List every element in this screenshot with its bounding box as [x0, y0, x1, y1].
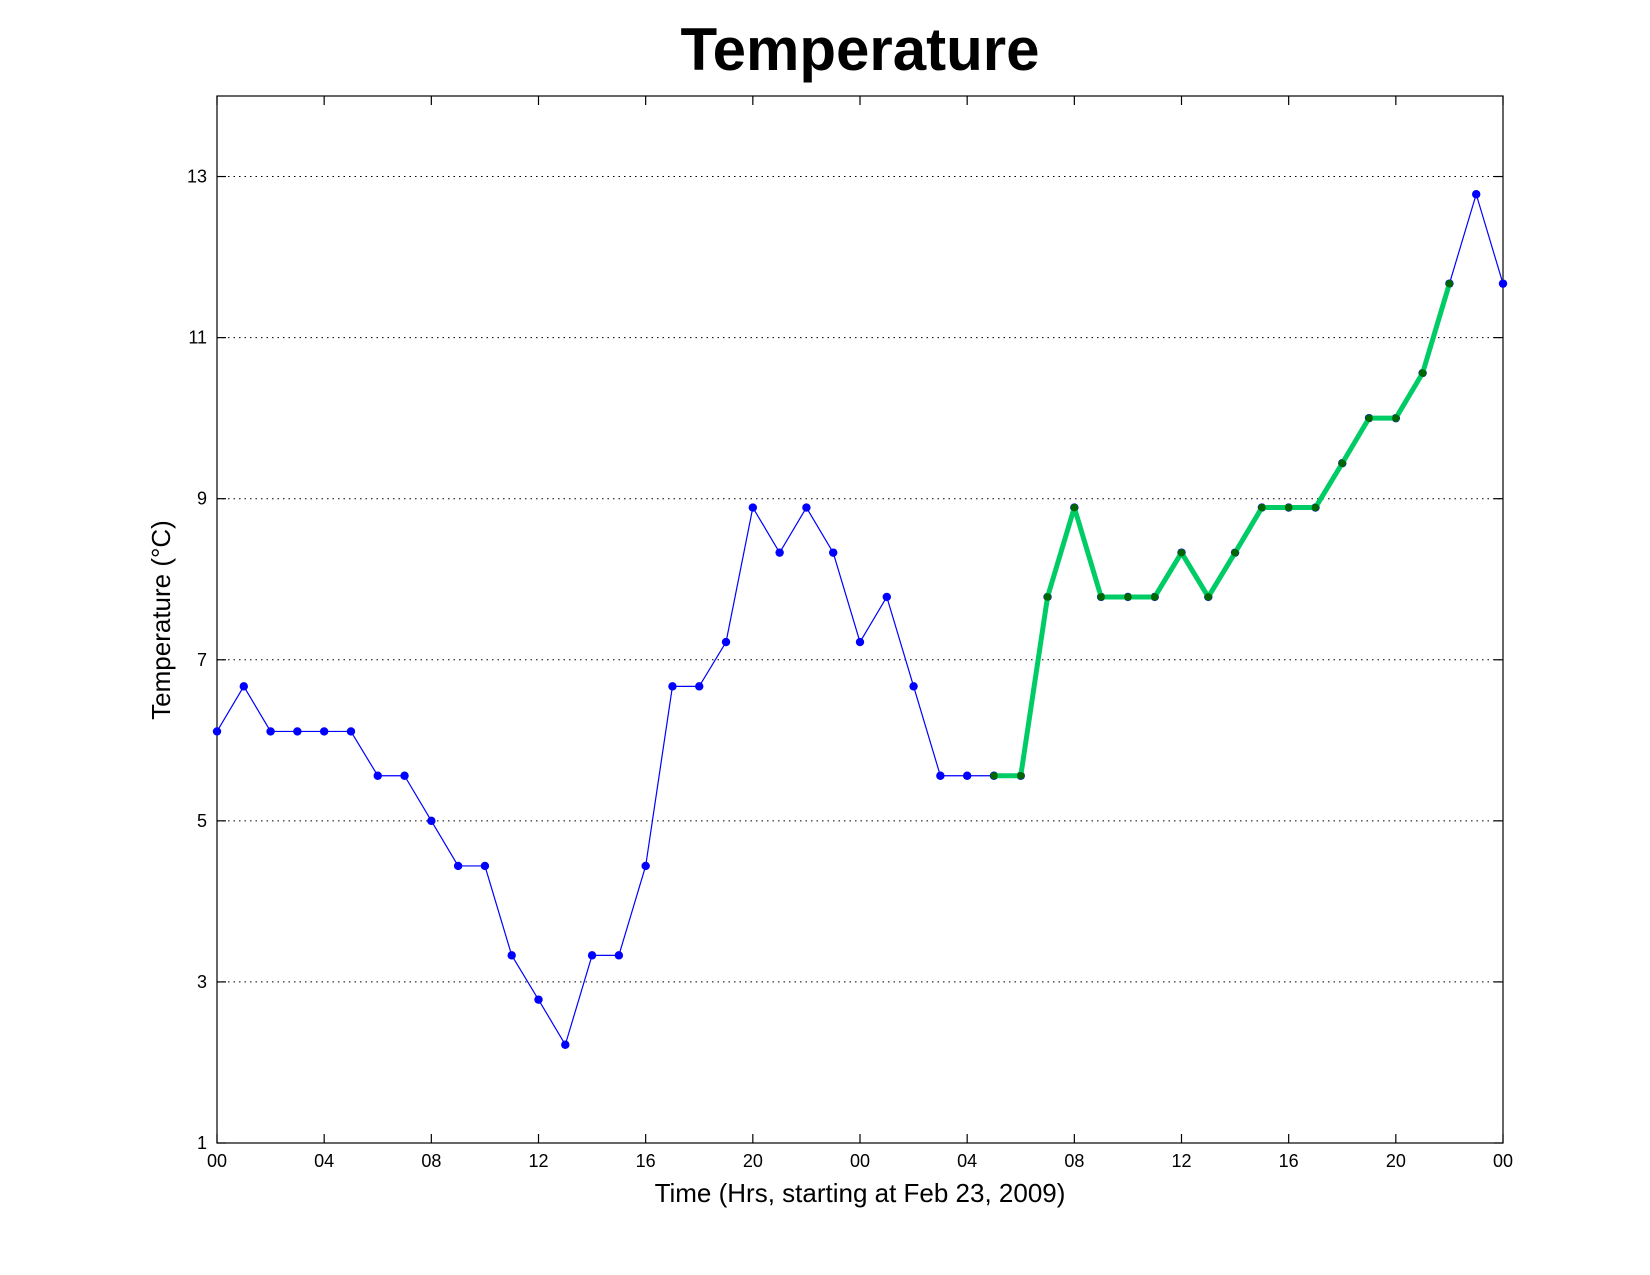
- y-tick-label: 5: [197, 811, 207, 831]
- series-1-point: [373, 771, 382, 780]
- grid-lines: [217, 176, 1503, 983]
- series-1-point: [855, 637, 865, 647]
- series-2-point: [1016, 771, 1025, 780]
- x-axis-label: Time (Hrs, starting at Feb 23, 2009): [655, 1178, 1066, 1208]
- series-2-point: [1365, 414, 1373, 422]
- series-1-point: [507, 951, 516, 960]
- series-1-point: [293, 727, 302, 736]
- y-tick-label: 13: [187, 167, 207, 187]
- plot-frame: [216, 95, 1504, 1144]
- series-1-point: [453, 861, 463, 871]
- series-2-point: [990, 771, 998, 780]
- series-1-point: [400, 771, 409, 780]
- series-1-point: [802, 503, 811, 512]
- series-1-point: [1498, 279, 1508, 288]
- series-1-point: [909, 682, 918, 691]
- series-1-point: [480, 861, 490, 871]
- x-tick-label: 08: [421, 1151, 441, 1171]
- series-1-point: [561, 1040, 570, 1049]
- series-1-point: [668, 682, 677, 691]
- series-1-point: [1472, 190, 1481, 199]
- series-2-point: [1150, 593, 1159, 601]
- y-tick-label: 9: [197, 489, 207, 509]
- series-2-point: [1177, 548, 1186, 557]
- y-tick-label: 3: [197, 972, 207, 992]
- series-1-point: [962, 771, 972, 780]
- series-1-point: [721, 637, 731, 647]
- series-1-point: [748, 503, 758, 512]
- series-2-point: [1311, 503, 1320, 512]
- x-tick-label: 00: [1493, 1151, 1513, 1171]
- series-1-point: [427, 816, 436, 826]
- series-2-point: [1043, 593, 1052, 601]
- series-1-point: [829, 548, 838, 557]
- series-1-point: [695, 682, 704, 691]
- y-tick-label: 1: [197, 1133, 207, 1153]
- series-1-point: [319, 727, 329, 736]
- y-axis-label: Temperature (°C): [146, 520, 176, 720]
- series-2-point: [1231, 548, 1239, 557]
- series-1-point: [266, 727, 275, 736]
- series-1-point: [534, 995, 543, 1004]
- series-2-point: [1124, 593, 1132, 601]
- series-1-line: [216, 193, 1504, 1046]
- x-tick-label: 04: [957, 1151, 977, 1171]
- series-2-point: [1392, 414, 1400, 422]
- series-2-line: [993, 282, 1452, 779]
- series-2-point: [1258, 503, 1266, 512]
- series-1-point: [587, 951, 597, 960]
- series-2-point: [1204, 593, 1213, 601]
- x-tick-label: 12: [528, 1151, 548, 1171]
- series-1-point: [614, 951, 624, 960]
- x-tick-label: 04: [314, 1151, 334, 1171]
- x-tick-label: 08: [1064, 1151, 1084, 1171]
- x-tick-label: 00: [207, 1151, 227, 1171]
- series-2-point: [1284, 503, 1293, 512]
- series-layer: [212, 190, 1508, 1049]
- series-1-point: [239, 682, 248, 691]
- series-2-point: [1418, 369, 1427, 377]
- x-tick-label: 20: [743, 1151, 763, 1171]
- x-tick-label: 20: [1386, 1151, 1406, 1171]
- x-tick-label: 12: [1171, 1151, 1191, 1171]
- x-tick-label: 00: [850, 1151, 870, 1171]
- series-1-point: [775, 548, 784, 557]
- series-1-point: [882, 592, 891, 602]
- series-2-point: [1097, 593, 1105, 601]
- x-tick-label: 16: [1279, 1151, 1299, 1171]
- series-2-point: [1338, 459, 1347, 468]
- y-tick-label: 7: [197, 650, 207, 670]
- chart-title: Temperature: [680, 16, 1039, 83]
- series-1-point: [936, 771, 945, 780]
- series-1-point: [346, 727, 356, 736]
- series-2-point: [1070, 503, 1079, 512]
- series-2-point: [1445, 279, 1454, 288]
- series-1-point: [212, 727, 222, 736]
- y-tick-label: 11: [188, 328, 207, 348]
- x-tick-label: 16: [636, 1151, 656, 1171]
- series-1-point: [641, 861, 650, 871]
